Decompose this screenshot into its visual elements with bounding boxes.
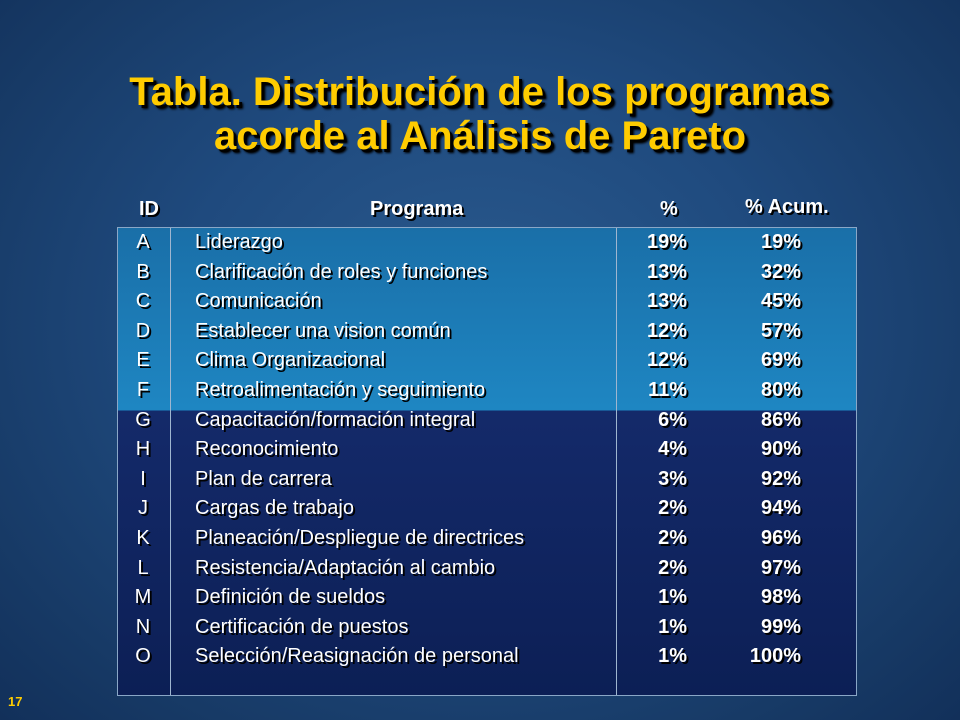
table-row: E Clima Organizacional 12% 69% — [117, 347, 855, 377]
row-programa: Reconocimiento — [195, 438, 339, 461]
row-id: J — [138, 497, 148, 520]
row-cumulative: 98% — [760, 586, 801, 609]
row-id: I — [140, 467, 146, 490]
row-cumulative: 57% — [760, 319, 801, 342]
row-id: K — [136, 526, 150, 549]
column-divider — [170, 228, 171, 695]
table-row: K Planeación/Despliegue de directrices 2% 9… — [117, 525, 855, 555]
row-programa: Clarificación de roles y funciones — [195, 260, 488, 283]
row-programa: Establecer una vision común — [195, 319, 451, 342]
row-id: G — [135, 408, 151, 431]
row-programa: Cargas de trabajo — [195, 497, 354, 520]
table-row: A Liderazgo 19% 19% — [117, 229, 855, 259]
row-cumulative: 96% — [760, 526, 801, 549]
row-cumulative: 19% — [760, 231, 801, 253]
row-id: E — [136, 349, 150, 372]
table-body: A Liderazgo 19% 19% B Clarificación de roles … — [117, 229, 855, 673]
page-number: 17 — [8, 694, 23, 709]
table-row: L Resistencia/Adaptación al cambio 2% 97% — [117, 555, 855, 585]
row-cumulative: 97% — [760, 556, 801, 579]
row-id: M — [134, 586, 152, 609]
row-percent: 1% — [658, 586, 687, 609]
row-percent: 2% — [658, 497, 687, 520]
row-id: H — [135, 438, 151, 461]
row-cumulative: 99% — [760, 615, 801, 638]
table-row: N Certificación de puestos 1% 99% — [117, 614, 855, 644]
column-divider — [616, 228, 617, 695]
row-programa: Definición de sueldos — [195, 586, 386, 609]
row-cumulative: 94% — [760, 497, 801, 520]
header-percent: % — [660, 198, 678, 220]
row-programa: Comunicación — [195, 290, 322, 313]
row-programa: Liderazgo — [195, 231, 283, 253]
table-row: G Capacitación/formación integral 6% 86% — [117, 407, 855, 437]
table-row: D Establecer una vision común 12% 57% — [117, 318, 855, 348]
row-cumulative: 92% — [760, 467, 801, 490]
row-programa: Plan de carrera — [195, 467, 332, 490]
row-programa: Capacitación/formación integral — [195, 408, 476, 431]
table-row: C Comunicación 13% 45% — [117, 288, 855, 318]
table-row: H Reconocimiento 4% 90% — [117, 436, 855, 466]
title-line-2: acorde al Análisis de Pareto — [213, 114, 747, 158]
row-percent: 1% — [658, 615, 687, 638]
row-id: F — [136, 378, 150, 401]
table-row: I Plan de carrera 3% 92% — [117, 466, 855, 496]
row-percent: 6% — [658, 408, 687, 431]
row-percent: 2% — [658, 556, 687, 579]
row-percent: 13% — [646, 260, 687, 283]
row-id: A — [136, 231, 150, 253]
table-row: J Cargas de trabajo 2% 94% — [117, 495, 855, 525]
row-programa: Planeación/Despliegue de directrices — [195, 526, 525, 549]
row-percent: 12% — [646, 319, 687, 342]
row-cumulative: 80% — [760, 378, 801, 401]
row-cumulative: 32% — [760, 260, 801, 283]
row-id: N — [135, 615, 151, 638]
row-id: O — [135, 645, 151, 668]
title-line-1: Tabla. Distribución de los programas — [129, 70, 831, 114]
table-row: B Clarificación de roles y funciones 13% 32… — [117, 259, 855, 289]
row-percent: 1% — [658, 645, 687, 668]
row-percent: 11% — [648, 378, 687, 401]
row-percent: 13% — [646, 290, 687, 313]
header-cumulative: % Acum. — [745, 196, 829, 218]
header-id: ID — [139, 198, 159, 220]
row-percent: 4% — [658, 438, 687, 461]
row-percent: 12% — [646, 349, 687, 372]
row-cumulative: 100% — [749, 645, 801, 668]
slide-title: Tabla. Distribución de los programas aco… — [0, 70, 960, 158]
row-programa: Certificación de puestos — [195, 615, 409, 638]
row-programa: Resistencia/Adaptación al cambio — [195, 556, 496, 579]
row-programa: Clima Organizacional — [195, 349, 386, 372]
row-percent: 19% — [646, 231, 687, 253]
table-row: O Selección/Reasignación de personal 1% 100… — [117, 643, 855, 673]
row-cumulative: 86% — [760, 408, 801, 431]
row-percent: 2% — [658, 526, 687, 549]
row-cumulative: 45% — [760, 290, 801, 313]
row-id: D — [135, 319, 151, 342]
pareto-table — [117, 227, 857, 696]
row-id: L — [137, 556, 149, 579]
row-id: C — [135, 290, 151, 313]
table-row: F Retroalimentación y seguimiento 11% 80% — [117, 377, 855, 407]
row-percent: 3% — [658, 467, 687, 490]
row-programa: Selección/Reasignación de personal — [195, 645, 519, 668]
table-row: M Definición de sueldos 1% 98% — [117, 584, 855, 614]
row-id: B — [136, 260, 150, 283]
row-cumulative: 90% — [760, 438, 801, 461]
row-programa: Retroalimentación y seguimiento — [195, 378, 486, 401]
row-cumulative: 69% — [760, 349, 801, 372]
header-programa: Programa — [370, 198, 464, 220]
